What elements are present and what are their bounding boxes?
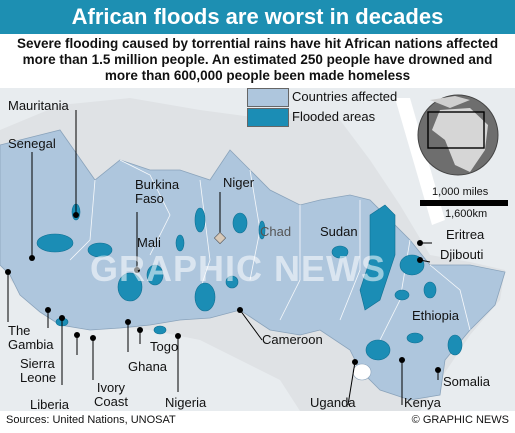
label-somalia: Somalia [443,374,490,389]
label-mali: Mali [137,235,161,250]
legend-affected-label: Countries affected [292,89,398,104]
legend-flooded-swatch [247,108,289,127]
affected-west-sahel [0,129,506,401]
label-liberia: Liberia [30,397,70,412]
label-eritrea: Eritrea [446,227,485,242]
label-kenya: Kenya [404,395,441,410]
label-niger: Niger [223,175,255,190]
label-ethiopia: Ethiopia [412,308,459,323]
label-ghana: Ghana [128,359,168,374]
credit: © GRAPHIC NEWS [411,414,509,426]
label-ivory-coast: Ivory Coast [94,380,128,409]
lake-victoria [352,363,372,381]
label-chad: Chad [260,224,292,239]
label-sudan: Sudan [320,224,358,239]
label-togo: Togo [150,339,179,354]
label-djibouti: Djibouti [440,247,484,262]
sources: Sources: United Nations, UNOSAT [6,414,176,426]
page-title: African floods are worst in decades [0,0,515,34]
legend-affected-swatch [247,88,289,107]
scale-km: 1,600km [445,208,488,220]
subtitle: Severe flooding caused by torrential rai… [16,36,499,83]
globe-inset [417,94,499,176]
label-cameroon: Cameroon [262,332,323,347]
red-sea [395,98,445,225]
scale-bar [420,200,508,206]
label-burkina-faso: Burkina Faso [135,177,180,206]
label-mauritania: Mauritania [8,98,69,113]
legend-flooded-label: Flooded areas [292,109,376,124]
scale-miles: 1,000 miles [432,186,489,198]
map-graphic [0,94,508,411]
label-the-gambia: The Gambia [8,323,54,352]
label-sierra-leone: Sierra Leone [20,356,57,385]
label-nigeria: Nigeria [165,395,207,410]
label-senegal: Senegal [8,136,56,151]
label-uganda: Uganda [310,395,356,410]
map: GRAPHIC NEWS Countries affected Flooded … [0,88,515,412]
